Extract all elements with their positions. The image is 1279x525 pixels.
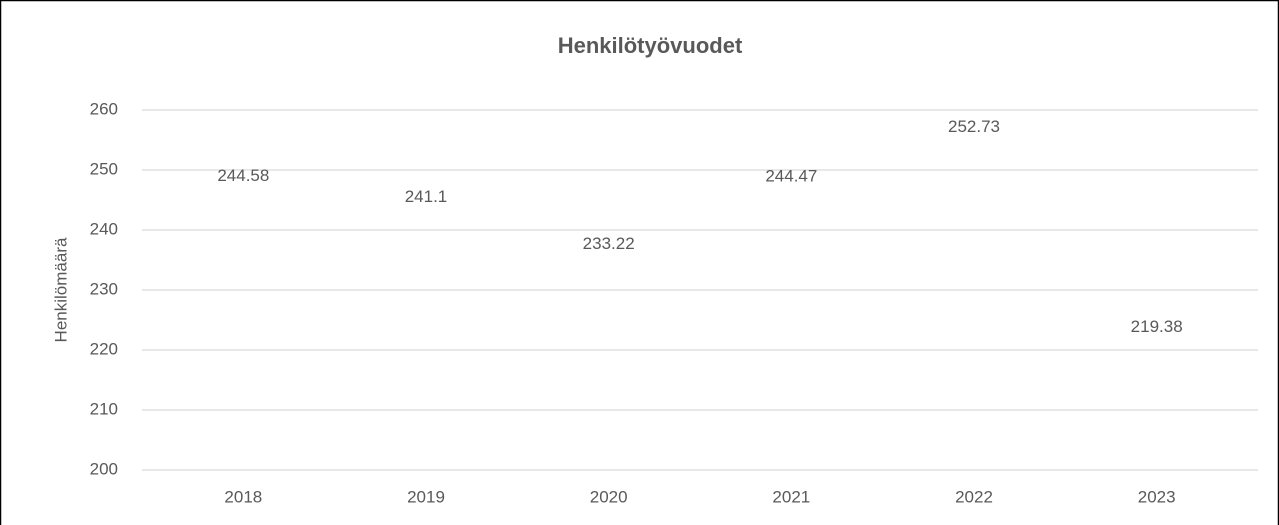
data-label: 244.47 (765, 167, 817, 186)
data-label: 233.22 (583, 234, 635, 253)
y-tick-label: 250 (90, 159, 118, 178)
x-tick-label: 2022 (955, 487, 993, 506)
data-label: 241.1 (405, 187, 448, 206)
y-tick-label: 230 (90, 279, 118, 298)
y-tick-label: 240 (90, 219, 118, 238)
y-tick-label: 220 (90, 339, 118, 358)
x-tick-label: 2020 (590, 487, 628, 506)
y-axis-label: Henkilömäärä (51, 237, 70, 342)
data-label: 244.58 (217, 166, 269, 185)
x-tick-label: 2023 (1138, 487, 1176, 506)
x-tick-label: 2018 (224, 487, 262, 506)
x-tick-label: 2019 (407, 487, 445, 506)
data-label: 252.73 (948, 117, 1000, 136)
y-tick-label: 210 (90, 399, 118, 418)
data-label: 219.38 (1131, 317, 1183, 336)
y-tick-label: 200 (90, 459, 118, 478)
chart-title: Henkilötyövuodet (558, 33, 743, 58)
y-tick-label: 260 (90, 99, 118, 118)
x-tick-label: 2021 (772, 487, 810, 506)
